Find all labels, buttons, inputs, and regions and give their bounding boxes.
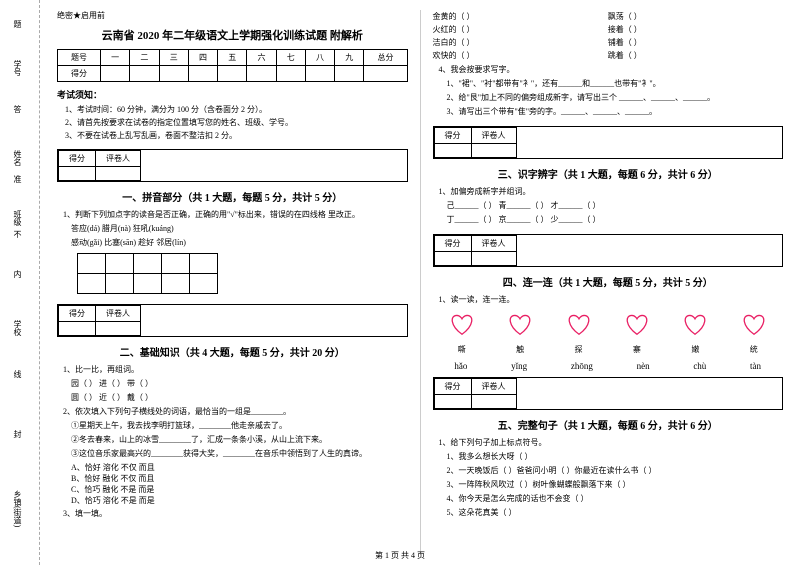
q2-2-stem: 2、依次填入下列句子横线处的词语，最恰当的一组是________。 — [63, 406, 408, 418]
q2-1-r2: 圆（ ） 近（ ） 戴（ ） — [63, 392, 408, 404]
optB: B、恰好 融化 不仅 而且 — [71, 473, 408, 484]
th-10: 总分 — [364, 50, 407, 66]
notice-title: 考试须知： — [57, 88, 408, 101]
sb-6: 班级 — [12, 210, 23, 226]
row2-label: 得分 — [58, 66, 101, 82]
q1-l1: 答应(dá) 腊月(nà) 狂吼(kuáng) — [63, 223, 408, 235]
p1r: 接着（ ） — [608, 23, 783, 36]
score-box-5: 得分评卷人 — [433, 377, 784, 410]
q2-3: 3、填一填。 — [63, 508, 408, 520]
section-3-title: 三、识字辨字（共 1 大题，每题 6 分，共计 6 分） — [433, 166, 784, 181]
section-4-title: 四、连一连（共 1 大题，每题 5 分，共计 5 分） — [433, 274, 784, 289]
pinyin-row: hǎo yǐng zhōng nèn chù tàn — [433, 361, 784, 371]
hearts-row: 嘶 触 探 寨 嫩 统 — [433, 312, 784, 355]
sb-0: 乡镇(街道) — [12, 490, 23, 527]
right-column: 金黄的（ ） 飘荡（ ） 火红的（ ） 接着（ ） 洁白的（ ） 铺着（ ） 欢… — [421, 10, 796, 555]
sb-2: 线 — [12, 370, 23, 378]
py-0: hǎo — [454, 361, 467, 371]
q2-1-stem: 1、比一比，再组词。 — [63, 364, 408, 376]
heart-3: 寨 — [623, 312, 651, 355]
section-5-title: 五、完整句子（共 1 大题，每题 6 分，共计 6 分） — [433, 417, 784, 432]
sb-3: 学校 — [12, 320, 23, 336]
py-1: yǐng — [511, 361, 527, 371]
sb-7: 准 — [12, 175, 23, 183]
optD: D、恰巧 溶化 不是 而是 — [71, 495, 408, 506]
score-table: 题号 一 二 三 四 五 六 七 八 九 总分 得分 — [57, 49, 408, 82]
q5-l4: 4、你今天是怎么完成的话也不会变（ ） — [439, 493, 784, 505]
pinyin-grid[interactable] — [77, 253, 218, 294]
th-6: 六 — [247, 50, 276, 66]
th-1: 一 — [101, 50, 130, 66]
q5-l1: 1、我多么想长大呀（ ） — [439, 451, 784, 463]
q3-r2: 丁______（ ） 京______（ ） 少______（ ） — [439, 214, 784, 226]
color-pairs: 金黄的（ ） 飘荡（ ） 火红的（ ） 接着（ ） 洁白的（ ） 铺着（ ） 欢… — [433, 10, 784, 62]
q2-2-p3: ③这位音乐家最高兴的________获得大奖，________在音乐中领悟到了人… — [63, 448, 408, 460]
p1l: 火红的（ ） — [433, 23, 608, 36]
sb-10: 学号 — [12, 60, 23, 76]
optC: C、恰巧 融化 不是 而是 — [71, 484, 408, 495]
page-content: 绝密★启用前 云南省 2020 年二年级语文上学期强化训练试题 附解析 题号 一… — [40, 0, 800, 565]
th-9: 九 — [335, 50, 364, 66]
q2-4-stem: 4、我会按要求写字。 — [439, 64, 784, 76]
p0r: 飘荡（ ） — [608, 10, 783, 23]
py-5: tàn — [750, 361, 761, 371]
th-3: 三 — [159, 50, 188, 66]
heart-5: 统 — [740, 312, 768, 355]
p3l: 欢快的（ ） — [433, 49, 608, 62]
q5-l5: 5、这朵花真美（ ） — [439, 507, 784, 519]
paper-title: 云南省 2020 年二年级语文上学期强化训练试题 附解析 — [57, 27, 408, 43]
sb-1: 封 — [12, 430, 23, 438]
sb-11: 题 — [12, 20, 23, 28]
heart-4: 嫩 — [681, 312, 709, 355]
section-2-title: 二、基础知识（共 4 大题，每题 5 分，共计 20 分） — [57, 344, 408, 359]
sb-4: 内 — [12, 270, 23, 278]
optA: A、恰好 溶化 不仅 而且 — [71, 462, 408, 473]
score-box-3: 得分评卷人 — [433, 126, 784, 159]
q2-4-l3: 3、请写出三个带有"隹"旁的字。______、______、______。 — [439, 106, 784, 118]
q2-4-l2: 2、给"艮"加上不同的偏旁组成新字，请写出三个 ______、______、__… — [439, 92, 784, 104]
th-4: 四 — [188, 50, 217, 66]
binding-sidebar: 乡镇(街道) 封 线 学校 内 不 班级 准 姓名 答 学号 题 — [0, 0, 40, 565]
score-box-4: 得分评卷人 — [433, 234, 784, 267]
q5-stem: 1、给下列句子加上标点符号。 — [439, 437, 784, 449]
q1-stem: 1、判断下列加点字的读音是否正确，正确的用"√"标出来，错误的在四线格 里改正。 — [63, 209, 408, 221]
th-8: 八 — [305, 50, 334, 66]
q2-4-l1: 1、"裙"、"衬"都带有"衤"，还有______和______也带有"衤"。 — [439, 78, 784, 90]
sb-9: 答 — [12, 105, 23, 113]
th-2: 二 — [130, 50, 159, 66]
sb-5: 不 — [12, 230, 23, 238]
py-2: zhōng — [571, 361, 593, 371]
th-5: 五 — [218, 50, 247, 66]
score-box-2: 得分评卷人 — [57, 304, 408, 337]
q2-2-p2: ②冬去春来，山上的冰雪________了，汇成一条条小溪，从山上流下来。 — [63, 434, 408, 446]
p2l: 洁白的（ ） — [433, 36, 608, 49]
left-column: 绝密★启用前 云南省 2020 年二年级语文上学期强化训练试题 附解析 题号 一… — [45, 10, 421, 555]
q4-stem: 1、读一读，连一连。 — [439, 294, 784, 306]
heart-2: 探 — [565, 312, 593, 355]
notice-3: 3、不要在试卷上乱写乱画，卷面不整洁扣 2 分。 — [65, 130, 408, 141]
q2-2-p1: ①星期天上午，我去找李明打篮球，________他走亲戚去了。 — [63, 420, 408, 432]
page-footer: 第 1 页 共 4 页 — [0, 550, 800, 561]
notice-2: 2、请首先按要求在试卷的指定位置填写您的姓名、班级、学号。 — [65, 117, 408, 128]
py-3: nèn — [637, 361, 650, 371]
notice-1: 1、考试时间：60 分钟，满分为 100 分（含卷面分 2 分）。 — [65, 104, 408, 115]
q2-1-r1: 园（ ） 进（ ） 带（ ） — [63, 378, 408, 390]
p0l: 金黄的（ ） — [433, 10, 608, 23]
section-1-title: 一、拼音部分（共 1 大题，每题 5 分，共计 5 分） — [57, 189, 408, 204]
p2r: 铺着（ ） — [608, 36, 783, 49]
score-box-1: 得分评卷人 — [57, 149, 408, 182]
secrecy-mark: 绝密★启用前 — [57, 10, 408, 21]
q1-l2: 感动(gǎi) 比塞(sān) 趁好 邻居(lín) — [63, 237, 408, 249]
q5-l3: 3、一阵阵秋风吹过（ ）树叶像蝴蝶般飘落下来（ ） — [439, 479, 784, 491]
th-0: 题号 — [58, 50, 101, 66]
sb-8: 姓名 — [12, 150, 23, 166]
heart-0: 嘶 — [448, 312, 476, 355]
p3r: 跳着（ ） — [608, 49, 783, 62]
q5-l2: 2、一天晚饭后（ ）爸爸问小明（ ）你最近在读什么书（ ） — [439, 465, 784, 477]
q3-stem: 1、加偏旁成新字并组词。 — [439, 186, 784, 198]
q3-r1: 己______（ ） 青______（ ） 才______（ ） — [439, 200, 784, 212]
py-4: chù — [693, 361, 706, 371]
heart-1: 触 — [506, 312, 534, 355]
th-7: 七 — [276, 50, 305, 66]
